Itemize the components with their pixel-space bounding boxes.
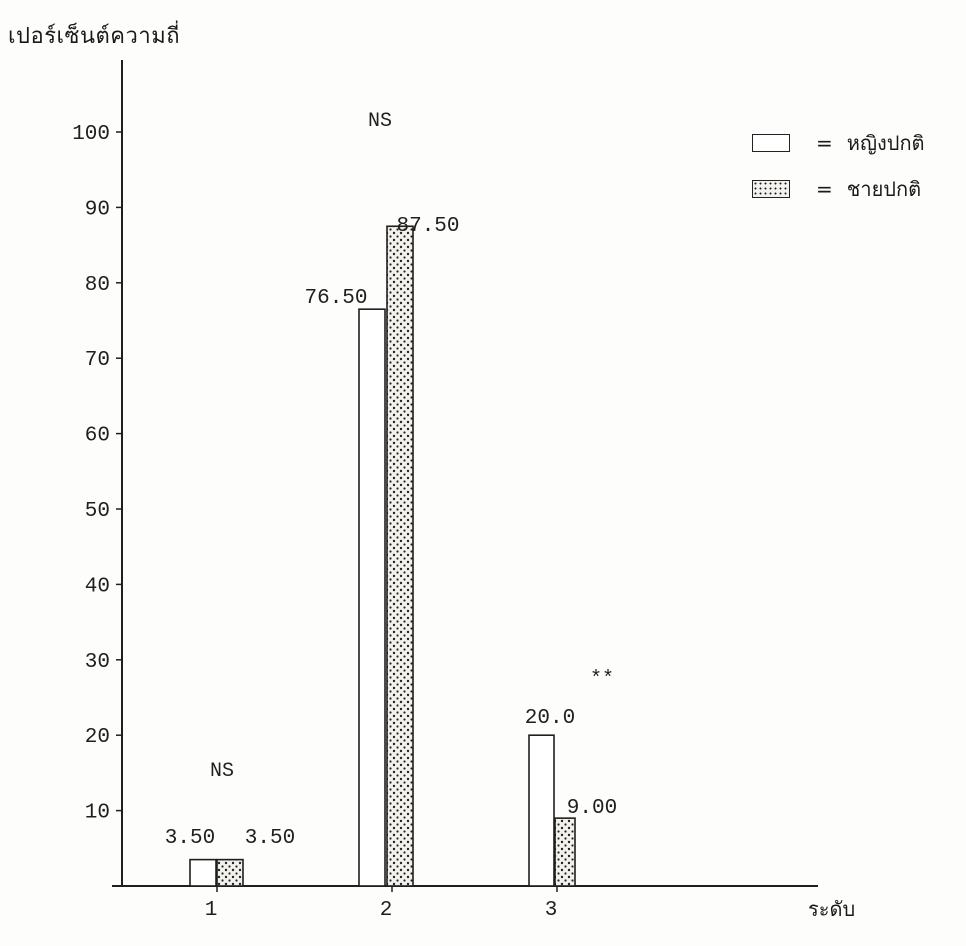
bar-male-2 bbox=[386, 225, 414, 887]
bar-female-2 bbox=[358, 308, 386, 887]
bar-female-1 bbox=[189, 858, 217, 887]
legend-label-male: ชายปกติ bbox=[846, 177, 922, 201]
significance-note: NS bbox=[368, 110, 392, 133]
significance-note: ** bbox=[590, 668, 614, 691]
x-tick-label: 3 bbox=[545, 899, 558, 922]
legend-item-male: = ชายปกติ bbox=[752, 174, 925, 204]
y-tick-label: 60 bbox=[85, 425, 110, 448]
y-axis-label: เปอร์เซ็นต์ความถี่ bbox=[8, 24, 181, 49]
data-label: 9.00 bbox=[567, 797, 617, 820]
bar-male-1 bbox=[216, 858, 244, 887]
y-tick-label: 20 bbox=[85, 726, 110, 749]
bar-male-3 bbox=[554, 817, 576, 887]
y-tick-label: 100 bbox=[72, 123, 110, 146]
legend-equals: = bbox=[816, 131, 833, 155]
legend-swatch-plain bbox=[752, 134, 790, 152]
y-tick-label: 40 bbox=[85, 575, 110, 598]
x-axis-label: ระดับ bbox=[808, 897, 856, 921]
y-tick-label: 10 bbox=[85, 802, 110, 825]
legend-label-female: หญิงปกติ bbox=[846, 131, 925, 155]
data-label: 3.50 bbox=[165, 827, 215, 850]
y-tick-label: 50 bbox=[85, 500, 110, 523]
x-tick-label: 1 bbox=[205, 899, 218, 922]
x-tick-label: 2 bbox=[380, 899, 393, 922]
data-label: 3.50 bbox=[245, 827, 295, 850]
y-tick-label: 80 bbox=[85, 274, 110, 297]
y-tick-label: 70 bbox=[85, 349, 110, 372]
y-tick-label: 30 bbox=[85, 651, 110, 674]
legend-swatch-dotted bbox=[752, 180, 790, 198]
legend: = หญิงปกติ = ชายปกติ bbox=[752, 128, 925, 220]
data-label: 87.50 bbox=[396, 215, 459, 238]
legend-equals: = bbox=[816, 177, 833, 201]
data-label: 76.50 bbox=[304, 287, 367, 310]
bar-female-3 bbox=[528, 734, 555, 887]
significance-note: NS bbox=[210, 760, 234, 783]
y-tick-label: 90 bbox=[85, 198, 110, 221]
legend-item-female: = หญิงปกติ bbox=[752, 128, 925, 158]
data-label: 20.0 bbox=[525, 707, 575, 730]
